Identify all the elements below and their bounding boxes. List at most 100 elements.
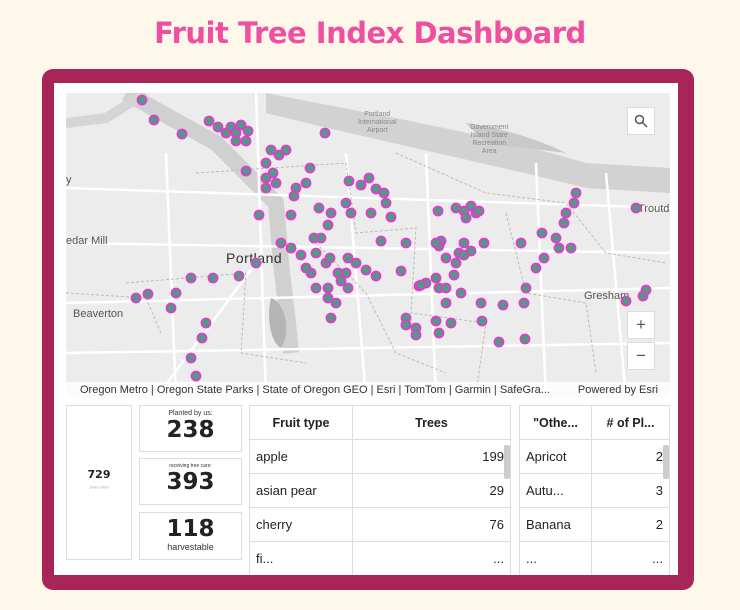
tree-point[interactable] bbox=[455, 287, 467, 299]
tree-point[interactable] bbox=[518, 297, 530, 309]
tree-point[interactable] bbox=[515, 237, 527, 249]
tree-point[interactable] bbox=[640, 284, 652, 296]
tree-point[interactable] bbox=[275, 237, 287, 249]
tree-point[interactable] bbox=[530, 262, 542, 274]
tree-point[interactable] bbox=[142, 288, 154, 300]
tree-point[interactable] bbox=[319, 127, 331, 139]
tree-point[interactable] bbox=[253, 209, 265, 221]
tree-point[interactable] bbox=[450, 257, 462, 269]
tree-point[interactable] bbox=[196, 332, 208, 344]
tree-point[interactable] bbox=[375, 235, 387, 247]
tree-point[interactable] bbox=[410, 329, 422, 341]
fruit-type-header[interactable]: Fruit type bbox=[249, 405, 353, 440]
table-row[interactable]: asian pear 29 bbox=[249, 473, 511, 508]
tree-point[interactable] bbox=[363, 172, 375, 184]
tree-point[interactable] bbox=[325, 207, 337, 219]
tree-point[interactable] bbox=[260, 182, 272, 194]
other-table-scrollbar[interactable] bbox=[663, 445, 669, 479]
tree-point[interactable] bbox=[370, 270, 382, 282]
tree-point[interactable] bbox=[476, 315, 488, 327]
other-type-header[interactable]: "Othe... bbox=[519, 405, 592, 440]
tree-point[interactable] bbox=[473, 205, 485, 217]
tree-point[interactable] bbox=[310, 282, 322, 294]
tree-point[interactable] bbox=[250, 257, 262, 269]
tree-point[interactable] bbox=[310, 247, 322, 259]
tree-point[interactable] bbox=[440, 252, 452, 264]
fruit-tree-points[interactable] bbox=[66, 93, 670, 398]
tree-point[interactable] bbox=[304, 162, 316, 174]
tree-point[interactable] bbox=[235, 119, 247, 131]
tree-point[interactable] bbox=[378, 187, 390, 199]
tree-point[interactable] bbox=[355, 179, 367, 191]
tree-point[interactable] bbox=[415, 279, 427, 291]
tree-point[interactable] bbox=[330, 297, 342, 309]
tree-point[interactable] bbox=[458, 237, 470, 249]
tree-point[interactable] bbox=[430, 272, 442, 284]
table-row[interactable]: apple 199 bbox=[249, 439, 511, 474]
tree-point[interactable] bbox=[350, 257, 362, 269]
tree-point[interactable] bbox=[242, 125, 254, 137]
tree-point[interactable] bbox=[445, 317, 457, 329]
tree-point[interactable] bbox=[400, 319, 412, 331]
tree-point[interactable] bbox=[433, 327, 445, 339]
tree-point[interactable] bbox=[550, 232, 562, 244]
map-view[interactable]: Portland International Airport Governmen… bbox=[66, 93, 670, 398]
tree-point[interactable] bbox=[630, 202, 642, 214]
tree-point[interactable] bbox=[385, 211, 397, 223]
tree-point[interactable] bbox=[520, 282, 532, 294]
powered-by-esri[interactable]: Powered by Esri bbox=[577, 384, 658, 396]
tree-point[interactable] bbox=[230, 135, 242, 147]
tree-point[interactable] bbox=[240, 135, 252, 147]
tree-point[interactable] bbox=[380, 197, 392, 209]
tree-point[interactable] bbox=[322, 292, 334, 304]
tree-point[interactable] bbox=[430, 237, 442, 249]
tree-point[interactable] bbox=[130, 292, 142, 304]
tree-point[interactable] bbox=[558, 217, 570, 229]
tree-point[interactable] bbox=[553, 242, 565, 254]
tree-point[interactable] bbox=[478, 237, 490, 249]
tree-point[interactable] bbox=[465, 200, 477, 212]
tree-point[interactable] bbox=[440, 282, 452, 294]
table-row[interactable]: cherry 76 bbox=[249, 507, 511, 542]
fruit-table-scrollbar[interactable] bbox=[504, 445, 510, 479]
tree-point[interactable] bbox=[288, 190, 300, 202]
tree-point[interactable] bbox=[440, 297, 452, 309]
tree-point[interactable] bbox=[313, 202, 325, 214]
tree-point[interactable] bbox=[233, 270, 245, 282]
tree-point[interactable] bbox=[570, 187, 582, 199]
tree-point[interactable] bbox=[176, 128, 188, 140]
tree-point[interactable] bbox=[267, 167, 279, 179]
tree-point[interactable] bbox=[185, 272, 197, 284]
table-row[interactable]: Autu... 3 bbox=[519, 473, 670, 508]
tree-point[interactable] bbox=[519, 333, 531, 345]
tree-point[interactable] bbox=[493, 336, 505, 348]
tree-point[interactable] bbox=[342, 282, 354, 294]
tree-point[interactable] bbox=[565, 242, 577, 254]
tree-point[interactable] bbox=[280, 144, 292, 156]
tree-point[interactable] bbox=[136, 94, 148, 106]
tree-point[interactable] bbox=[270, 177, 282, 189]
tree-point[interactable] bbox=[568, 197, 580, 209]
zoom-in-button[interactable]: + bbox=[627, 311, 655, 339]
tree-point[interactable] bbox=[240, 165, 252, 177]
tree-point[interactable] bbox=[322, 282, 334, 294]
tree-point[interactable] bbox=[538, 252, 550, 264]
tree-point[interactable] bbox=[430, 315, 442, 327]
tree-point[interactable] bbox=[285, 209, 297, 221]
tree-point[interactable] bbox=[560, 207, 572, 219]
tree-point[interactable] bbox=[322, 219, 334, 231]
tree-point[interactable] bbox=[260, 172, 272, 184]
tree-point[interactable] bbox=[324, 252, 336, 264]
tree-point[interactable] bbox=[448, 269, 460, 281]
tree-point[interactable] bbox=[395, 265, 407, 277]
tree-point[interactable] bbox=[148, 114, 160, 126]
tree-point[interactable] bbox=[265, 144, 277, 156]
tree-point[interactable] bbox=[165, 302, 177, 314]
tree-point[interactable] bbox=[212, 121, 224, 133]
tree-point[interactable] bbox=[465, 245, 477, 257]
tree-point[interactable] bbox=[475, 297, 487, 309]
tree-point[interactable] bbox=[400, 237, 412, 249]
tree-point[interactable] bbox=[460, 212, 472, 224]
tree-point[interactable] bbox=[497, 299, 509, 311]
table-row[interactable]: Banana 2 bbox=[519, 507, 670, 542]
